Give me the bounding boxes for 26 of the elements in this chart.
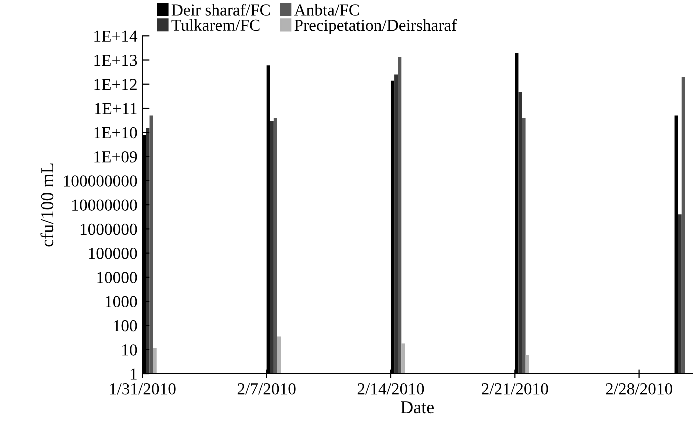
legend-label: Deir sharaf/FC bbox=[172, 4, 270, 16]
y-tick-label: 1E+14 bbox=[94, 30, 138, 42]
x-tick-label: 2/21/2010 bbox=[482, 384, 548, 395]
y-tick-label: 1E+13 bbox=[94, 55, 138, 66]
y-tick-label: 1E+09 bbox=[94, 151, 138, 163]
x-tick-label: 2/14/2010 bbox=[358, 384, 424, 395]
y-tick-label: 1E+10 bbox=[94, 127, 138, 139]
legend-label: Precipetation/Deirsharaf bbox=[294, 19, 458, 35]
y-tick-label: 10000 bbox=[98, 272, 138, 284]
y-axis-title: cfu/100 mL bbox=[40, 164, 54, 247]
y-tick-label: 100000000 bbox=[64, 176, 138, 187]
y-tick-label: 1 bbox=[130, 368, 137, 380]
x-tick-label: 2/28/2010 bbox=[606, 384, 672, 395]
y-tick-label: 1000 bbox=[106, 296, 138, 308]
x-tick-label: 2/7/2010 bbox=[238, 384, 296, 395]
y-tick-label: 1000000 bbox=[80, 224, 138, 236]
y-tick-label: 10000000 bbox=[72, 200, 138, 212]
x-axis-title: Date bbox=[401, 402, 434, 414]
y-tick-label: 100000 bbox=[89, 248, 138, 260]
x-tick-label: 1/31/2010 bbox=[110, 384, 176, 395]
y-tick-label: 10 bbox=[122, 344, 138, 356]
y-tick-label: 1E+11 bbox=[95, 103, 137, 114]
legend-label: Tulkarem/FC bbox=[172, 19, 260, 32]
legend-label: Anbta/FC bbox=[294, 4, 360, 16]
y-tick-label: 100 bbox=[114, 320, 138, 332]
y-tick-label: 1E+12 bbox=[94, 79, 137, 90]
